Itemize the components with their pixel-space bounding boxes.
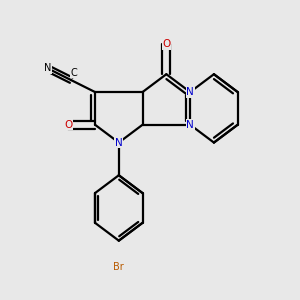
Text: N: N	[115, 138, 123, 148]
Text: O: O	[64, 120, 72, 130]
Text: O: O	[162, 40, 170, 50]
Text: N: N	[186, 87, 194, 97]
Text: Br: Br	[113, 262, 124, 272]
Text: C: C	[71, 68, 78, 78]
Text: N: N	[186, 120, 194, 130]
Text: N: N	[44, 63, 51, 73]
